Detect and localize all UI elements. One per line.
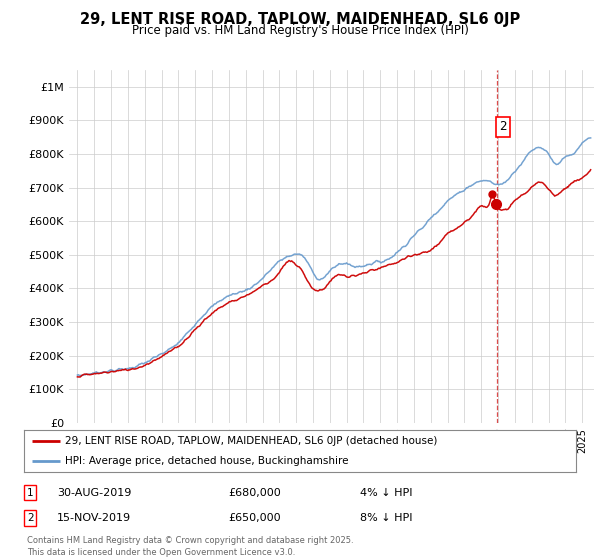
Text: Contains HM Land Registry data © Crown copyright and database right 2025.
This d: Contains HM Land Registry data © Crown c… (27, 536, 353, 557)
Text: 30-AUG-2019: 30-AUG-2019 (57, 488, 131, 498)
Text: 8% ↓ HPI: 8% ↓ HPI (360, 513, 413, 523)
Text: 2: 2 (499, 120, 507, 133)
Text: £650,000: £650,000 (228, 513, 281, 523)
Text: Price paid vs. HM Land Registry's House Price Index (HPI): Price paid vs. HM Land Registry's House … (131, 24, 469, 37)
Text: 15-NOV-2019: 15-NOV-2019 (57, 513, 131, 523)
Text: 29, LENT RISE ROAD, TAPLOW, MAIDENHEAD, SL6 0JP (detached house): 29, LENT RISE ROAD, TAPLOW, MAIDENHEAD, … (65, 436, 438, 446)
Text: HPI: Average price, detached house, Buckinghamshire: HPI: Average price, detached house, Buck… (65, 456, 349, 466)
Text: 4% ↓ HPI: 4% ↓ HPI (360, 488, 413, 498)
Text: 1: 1 (27, 488, 34, 498)
Text: 29, LENT RISE ROAD, TAPLOW, MAIDENHEAD, SL6 0JP: 29, LENT RISE ROAD, TAPLOW, MAIDENHEAD, … (80, 12, 520, 27)
Text: 2: 2 (27, 513, 34, 523)
Text: £680,000: £680,000 (228, 488, 281, 498)
